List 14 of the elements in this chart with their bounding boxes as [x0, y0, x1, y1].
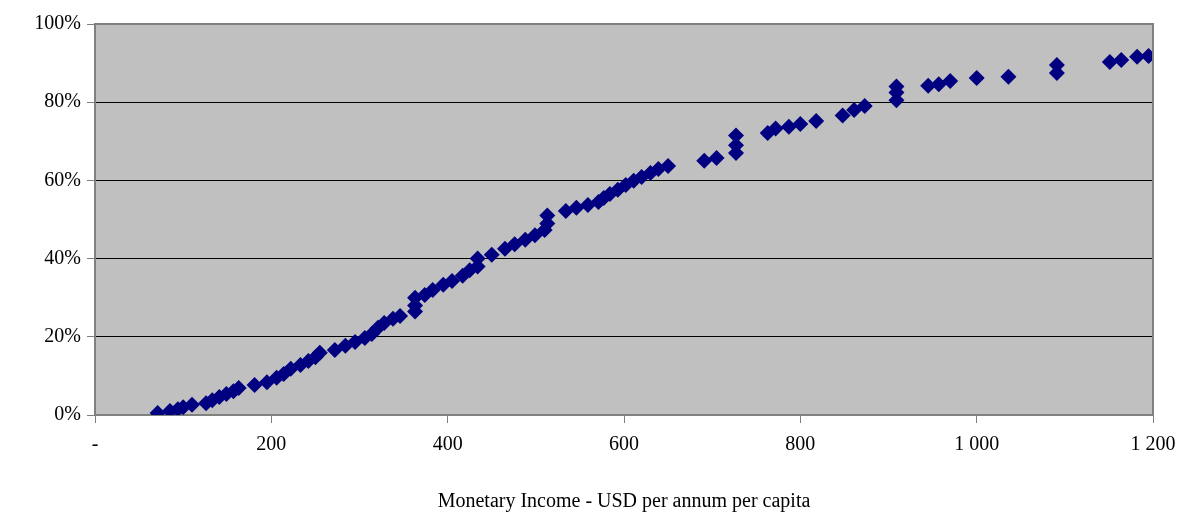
y-tick-label: 80% [44, 89, 81, 112]
x-tick-label: 600 [609, 432, 639, 455]
y-tick-label: 20% [44, 324, 81, 347]
y-tick-label: 0% [54, 402, 81, 425]
y-tick-label: 100% [34, 11, 81, 34]
x-tick-label: 400 [432, 432, 463, 455]
x-tick-label: 800 [785, 432, 816, 455]
x-tick-label: 1 200 [1130, 432, 1176, 455]
y-tick-label: 60% [44, 167, 81, 190]
x-tick-label: 200 [256, 432, 287, 455]
x-tick-label: - [91, 432, 99, 455]
y-tick-label: 40% [44, 245, 81, 268]
x-tick-label: 1 000 [954, 432, 1000, 455]
x-axis-title: Monetary Income - USD per annum per capita [437, 489, 811, 513]
